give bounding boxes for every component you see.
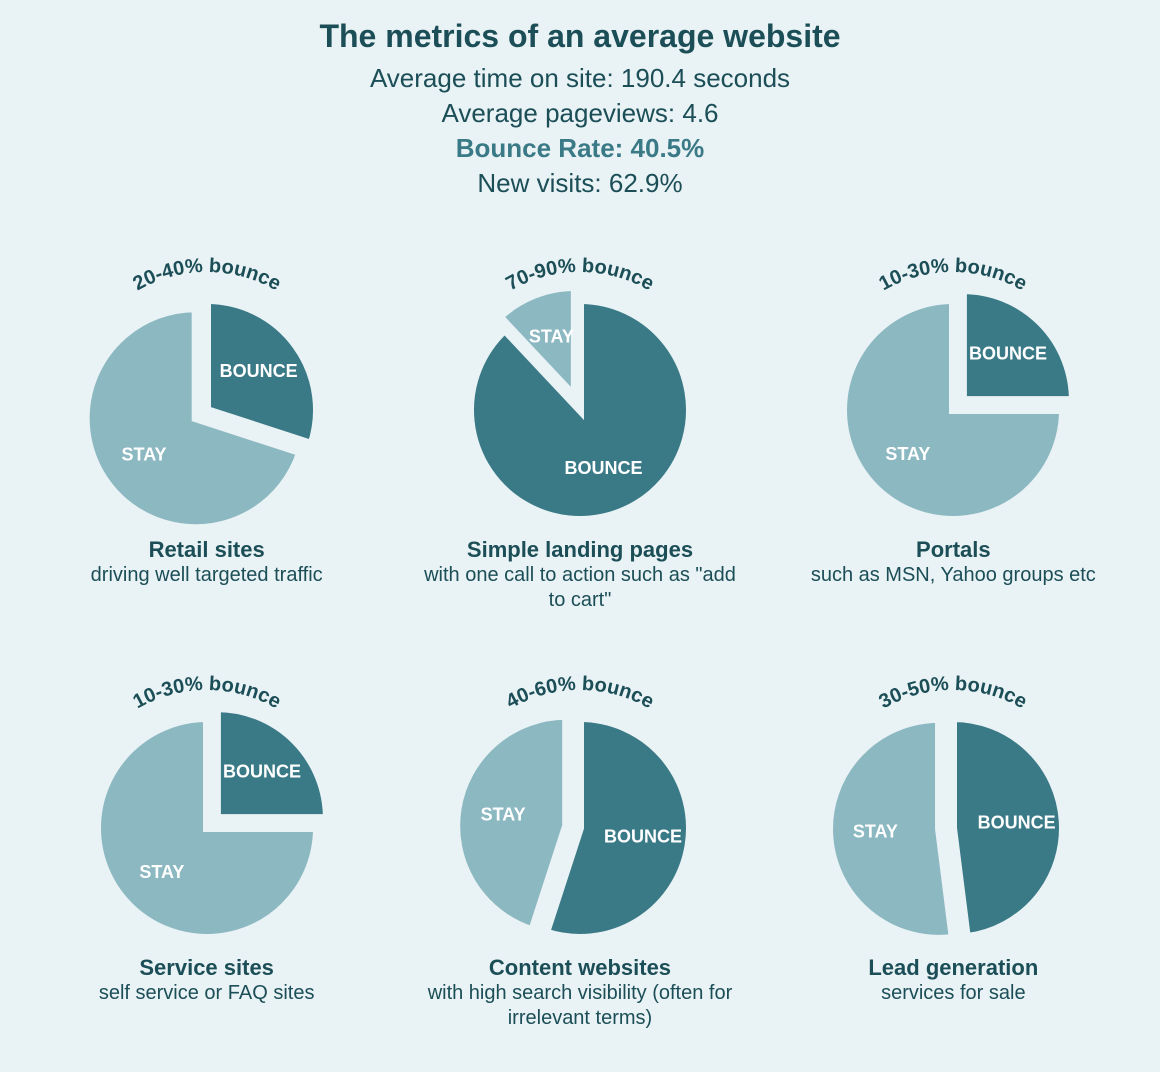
pie-caption: Simple landing pageswith one call to act… — [415, 537, 745, 613]
pie-chart: BOUNCE STAY 10-30% bounce — [42, 643, 372, 953]
metric-line: Average time on site: 190.4 seconds — [40, 61, 1120, 96]
stay-label: STAY — [853, 822, 898, 842]
arc-label: 20-40% bounce — [129, 255, 284, 295]
bounce-label: BOUNCE — [219, 362, 297, 382]
pie-caption-title: Content websites — [415, 955, 745, 981]
arc-label: 30-50% bounce — [876, 673, 1031, 713]
pie-chart: BOUNCE STAY 10-30% bounce — [788, 225, 1118, 535]
infographic-root: The metrics of an average website Averag… — [0, 0, 1160, 1071]
pie-cell-service: BOUNCE STAY 10-30% bounce Service sitesself… — [42, 643, 372, 1031]
pie-cell-content: BOUNCE STAY 40-60% bounce Content websitesw… — [415, 643, 745, 1031]
pie-cell-leadgen: BOUNCE STAY 30-50% bounce Lead generationse… — [788, 643, 1118, 1031]
pie-caption-subtitle: services for sale — [788, 981, 1118, 1006]
pie-caption-subtitle: driving well targeted traffic — [42, 563, 372, 588]
metric-line: New visits: 62.9% — [40, 166, 1120, 201]
metric-line: Bounce Rate: 40.5% — [40, 131, 1120, 166]
stay-label: STAY — [886, 444, 931, 464]
bounce-label: BOUNCE — [604, 827, 682, 847]
pie-caption: Content websiteswith high search visibil… — [415, 955, 745, 1031]
bounce-slice — [470, 300, 690, 520]
pie-caption-title: Portals — [788, 537, 1118, 563]
pie-cell-retail: BOUNCE STAY 20-40% bounce Retail sitesdrivi… — [42, 225, 372, 613]
header-block: The metrics of an average website Averag… — [40, 18, 1120, 201]
stay-label: STAY — [529, 327, 574, 347]
pie-caption-title: Lead generation — [788, 955, 1118, 981]
metric-line: Average pageviews: 4.6 — [40, 96, 1120, 131]
pie-chart: BOUNCE STAY 30-50% bounce — [788, 643, 1118, 953]
stay-label: STAY — [121, 445, 166, 465]
pie-caption-title: Retail sites — [42, 537, 372, 563]
pie-caption-title: Simple landing pages — [415, 537, 745, 563]
pie-caption-subtitle: with high search visibility (often for i… — [415, 981, 745, 1031]
arc-label: 10-30% bounce — [876, 255, 1031, 295]
pie-chart: BOUNCE STAY 70-90% bounce — [415, 225, 745, 535]
arc-label: 70-90% bounce — [502, 255, 657, 295]
bounce-label: BOUNCE — [223, 762, 301, 782]
arc-label: 40-60% bounce — [502, 673, 657, 713]
pie-caption-title: Service sites — [42, 955, 372, 981]
pie-caption-subtitle: such as MSN, Yahoo groups etc — [788, 563, 1118, 588]
stay-label: STAY — [139, 862, 184, 882]
page-title: The metrics of an average website — [40, 18, 1120, 55]
pie-caption: Retail sitesdriving well targeted traffi… — [42, 537, 372, 588]
pie-cell-landing: BOUNCE STAY 70-90% bounce Simple landing pa… — [415, 225, 745, 613]
pie-chart: BOUNCE STAY 40-60% bounce — [415, 643, 745, 953]
pie-grid: BOUNCE STAY 20-40% bounce Retail sitesdrivi… — [40, 225, 1120, 1031]
stay-label: STAY — [481, 805, 526, 825]
bounce-label: BOUNCE — [564, 458, 642, 478]
metric-lines: Average time on site: 190.4 secondsAvera… — [40, 61, 1120, 201]
pie-caption-subtitle: self service or FAQ sites — [42, 981, 372, 1006]
pie-caption: Portalssuch as MSN, Yahoo groups etc — [788, 537, 1118, 588]
pie-caption: Lead generationservices for sale — [788, 955, 1118, 1006]
pie-caption: Service sitesself service or FAQ sites — [42, 955, 372, 1006]
pie-chart: BOUNCE STAY 20-40% bounce — [42, 225, 372, 535]
pie-cell-portals: BOUNCE STAY 10-30% bounce Portalssuch as MS… — [788, 225, 1118, 613]
bounce-label: BOUNCE — [978, 813, 1056, 833]
pie-caption-subtitle: with one call to action such as "add to … — [415, 563, 745, 613]
arc-label: 10-30% bounce — [129, 673, 284, 713]
bounce-label: BOUNCE — [969, 344, 1047, 364]
